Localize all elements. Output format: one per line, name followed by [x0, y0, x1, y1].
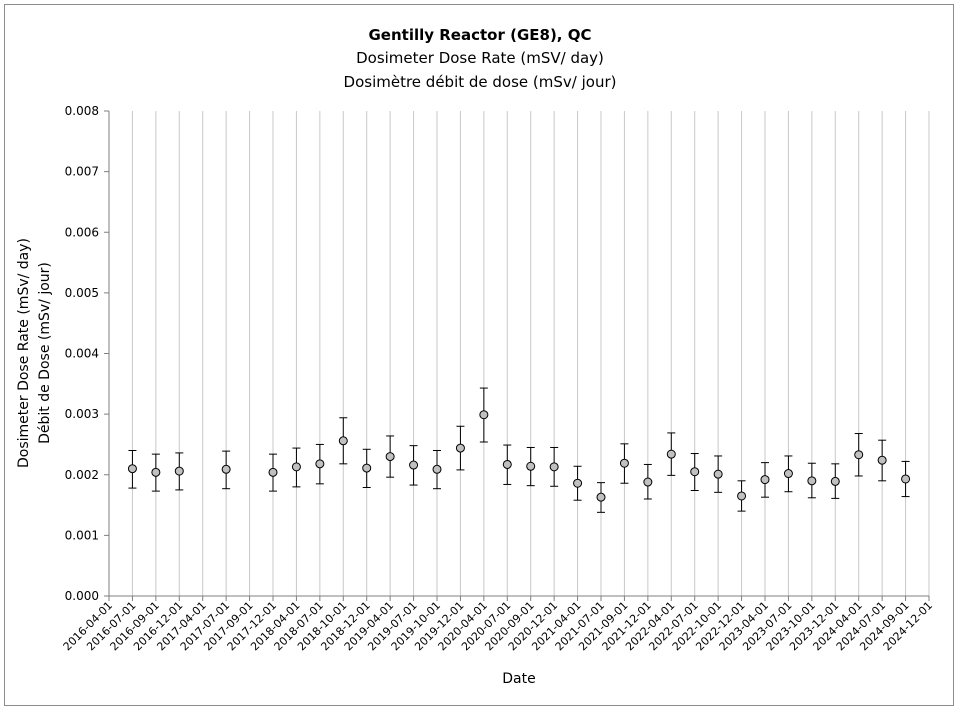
- data-point-group: [338, 417, 348, 465]
- data-point-group: [221, 450, 231, 490]
- data-point-group: [549, 446, 559, 487]
- data-point-group: [151, 453, 161, 492]
- data-point: [455, 443, 465, 453]
- data-point-group: [901, 460, 911, 498]
- data-point: [643, 477, 653, 487]
- data-point-group: [174, 452, 184, 491]
- data-point: [573, 478, 583, 488]
- data-point: [549, 462, 559, 472]
- data-point-group: [291, 447, 301, 488]
- data-point-group: [268, 453, 278, 492]
- data-point: [854, 450, 864, 460]
- data-point: [901, 474, 911, 484]
- data-point-group: [830, 463, 840, 499]
- data-point-group: [479, 387, 489, 443]
- chart-subtitle-french: Dosimètre débit de dose (mSv/ jour): [343, 73, 617, 91]
- data-point-group: [807, 462, 817, 499]
- data-point: [877, 455, 887, 465]
- chart-frame: [4, 4, 954, 706]
- data-point-group: [315, 443, 325, 485]
- y-tick-label: 0.008: [65, 104, 99, 118]
- data-point: [291, 462, 301, 472]
- data-point-group: [713, 455, 723, 493]
- data-point: [619, 458, 629, 468]
- grid-lines: [108, 111, 930, 596]
- axes: [104, 110, 930, 601]
- data-point-group: [760, 462, 770, 498]
- data-point: [127, 464, 137, 474]
- data-point-group: [783, 455, 793, 493]
- y-tick-labels: 0.000 0.001 0.002 0.003 0.004 0.005 0.006 0.007…: [65, 104, 99, 603]
- data-point: [409, 460, 419, 470]
- data-point: [151, 467, 161, 477]
- data-point: [760, 475, 770, 485]
- data-point-group: [854, 433, 864, 477]
- data-point-group: [362, 448, 372, 488]
- data-point-group: [502, 444, 512, 485]
- x-axis-label: Date: [502, 671, 535, 687]
- y-axis-label-french: Débit de Dose (mSv/ jour): [37, 262, 53, 444]
- data-point: [526, 461, 536, 471]
- data-point: [221, 464, 231, 474]
- data-point: [385, 452, 395, 462]
- data-point: [338, 436, 348, 446]
- data-point: [666, 449, 676, 459]
- data-point-group: [737, 480, 747, 512]
- y-tick-label: 0.007: [65, 165, 99, 179]
- y-tick-label: 0.006: [65, 225, 99, 239]
- y-tick-label: 0.001: [65, 528, 99, 542]
- data-point: [479, 410, 489, 420]
- data-point-group: [666, 432, 676, 476]
- chart-subtitle-english: Dosimeter Dose Rate (mSV/ day): [356, 49, 604, 67]
- data-point-group: [432, 450, 442, 490]
- y-tick-label: 0.004: [65, 347, 99, 361]
- data-point-group: [127, 450, 137, 489]
- data-point-group: [596, 482, 606, 513]
- data-series: [127, 387, 911, 513]
- y-tick-label: 0.002: [65, 468, 99, 482]
- data-point-group: [409, 445, 419, 486]
- y-tick-label: 0.003: [65, 407, 99, 421]
- data-point-group: [526, 446, 536, 487]
- data-point: [362, 463, 372, 473]
- data-point-group: [573, 465, 583, 501]
- chart-title: Gentilly Reactor (GE8), QC: [368, 26, 592, 44]
- data-point: [690, 467, 700, 477]
- y-tick-label: 0.005: [65, 286, 99, 300]
- y-axis-label-english: Dosimeter Dose Rate (mSv/ day): [16, 238, 32, 468]
- data-point-group: [619, 443, 629, 484]
- data-point-group: [690, 453, 700, 492]
- data-point: [174, 466, 184, 476]
- data-point: [830, 476, 840, 486]
- data-point: [783, 469, 793, 479]
- data-point: [502, 459, 512, 469]
- data-point: [315, 459, 325, 469]
- data-point: [807, 476, 817, 486]
- data-point: [432, 464, 442, 474]
- x-tick-labels: 2016-04-012016-07-012016-09-012016-12-01…: [61, 599, 935, 653]
- data-point: [737, 491, 747, 501]
- data-point-group: [455, 425, 465, 471]
- data-point-group: [877, 439, 887, 482]
- data-point: [268, 467, 278, 477]
- data-point-group: [643, 463, 653, 500]
- data-point: [596, 492, 606, 502]
- data-point-group: [385, 435, 395, 478]
- data-point: [713, 469, 723, 479]
- y-tick-label: 0.000: [65, 589, 99, 603]
